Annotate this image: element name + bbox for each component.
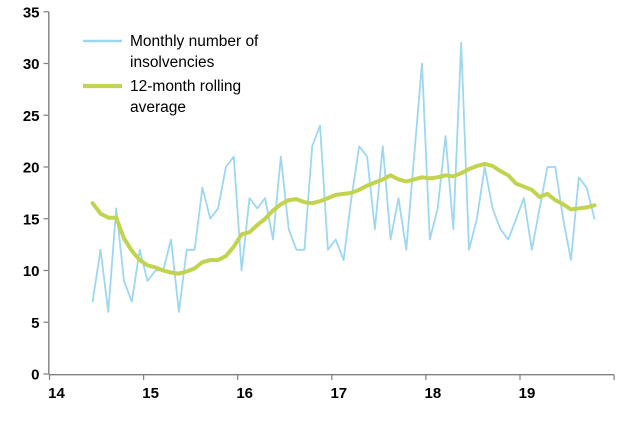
legend-label-monthly-line1: Monthly number of	[130, 33, 259, 50]
y-tick-label: 35	[23, 4, 40, 21]
axes: 0 5 10 15 20 25 30 35 14 15 16 17 18 19	[23, 4, 615, 402]
legend-label-average-line2: average	[130, 99, 186, 116]
x-tick-label: 14	[48, 385, 65, 402]
legend-label-monthly-line2: insolvencies	[130, 54, 215, 71]
y-tick-label: 5	[31, 315, 39, 332]
x-tick-label: 16	[236, 385, 253, 402]
y-tick-label: 10	[23, 263, 40, 280]
legend: Monthly number of insolvencies 12-month …	[83, 33, 259, 116]
x-tick-label: 15	[142, 385, 159, 402]
x-tick-label: 17	[330, 385, 347, 402]
y-tick-label: 0	[31, 367, 39, 384]
x-tick-label: 19	[519, 385, 536, 402]
series-lines	[90, 41, 597, 313]
y-tick-label: 30	[23, 56, 40, 73]
legend-label-average-line1: 12-month rolling	[130, 78, 241, 95]
x-tick-label: 18	[425, 385, 442, 402]
rolling-average-line	[90, 161, 597, 276]
y-tick-label: 25	[23, 108, 40, 125]
y-tick-label: 20	[23, 160, 40, 177]
monthly-insolvencies-line	[91, 41, 596, 313]
y-tick-label: 15	[23, 211, 40, 228]
